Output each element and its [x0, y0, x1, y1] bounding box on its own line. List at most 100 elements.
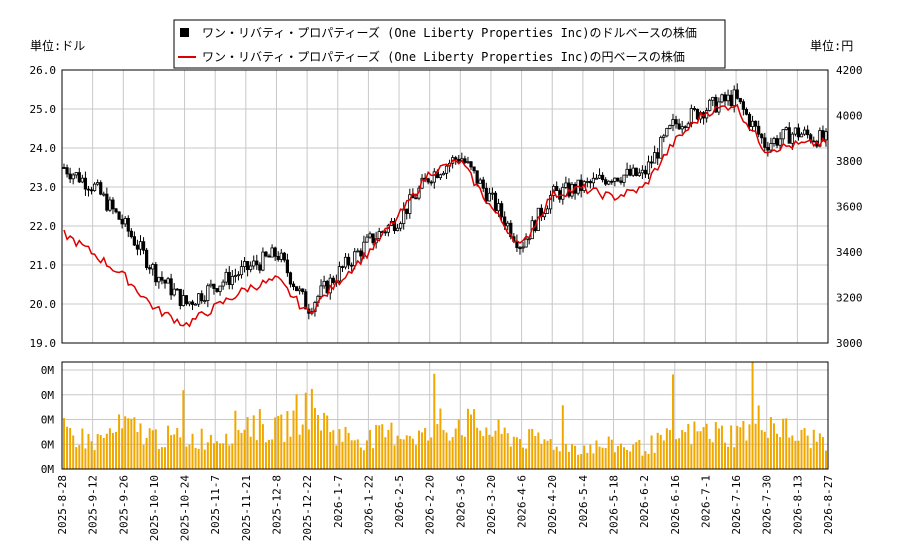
legend-label-yen: ワン・リバティ・プロパティーズ (One Liberty Properties …	[202, 49, 685, 64]
candle-body	[172, 288, 176, 296]
candle-body	[93, 183, 97, 191]
candle-body	[362, 241, 366, 257]
volume-bar	[243, 429, 246, 469]
candle-body	[62, 167, 66, 169]
candle-body	[472, 166, 476, 172]
candle-body	[729, 94, 733, 107]
candle-body	[616, 177, 620, 182]
candle-body	[493, 192, 498, 212]
candle-body	[80, 177, 84, 183]
candle-body	[622, 174, 626, 183]
candle-body	[111, 199, 115, 210]
candle-body	[738, 97, 742, 103]
volume-bars	[63, 362, 827, 469]
candle-body	[649, 161, 654, 164]
candle-body	[270, 247, 274, 258]
candle-body	[744, 109, 749, 115]
x-tick-label: 2026-4-6	[516, 475, 529, 528]
volume-bar	[209, 434, 212, 469]
x-tick-label: 2026-5-18	[608, 475, 621, 535]
volume-bar	[782, 418, 785, 469]
volume-bar	[448, 440, 451, 469]
volume-bar	[690, 444, 693, 469]
volume-bar	[800, 429, 803, 469]
volume-bar	[350, 440, 353, 469]
candle-body	[426, 178, 430, 183]
candle-body	[613, 177, 617, 182]
candle-body	[242, 261, 247, 268]
volume-bar	[626, 449, 629, 469]
candle-body	[175, 288, 179, 291]
volume-bar	[555, 446, 558, 469]
candle-body	[695, 108, 700, 120]
volume-bar	[344, 426, 347, 469]
volume-bar	[167, 425, 170, 469]
candle-body	[279, 252, 283, 260]
volume-bar	[163, 447, 166, 469]
volume-bar	[457, 419, 460, 469]
candle-body	[659, 137, 663, 159]
candle-body	[120, 218, 124, 225]
volume-bar	[301, 424, 304, 469]
x-tick-label: 2026-3-6	[454, 475, 467, 528]
right-tick-label: 4000	[836, 110, 863, 123]
left-tick-label: 23.0	[30, 181, 57, 194]
candle-body	[585, 181, 589, 183]
candle-body	[151, 264, 155, 270]
candle-body	[190, 301, 195, 305]
candlestick-series	[62, 83, 828, 320]
candle-body	[490, 192, 495, 195]
candle-body	[741, 101, 745, 110]
x-tick-label: 2026-7-30	[761, 475, 774, 535]
x-tick-label: 2026-1-7	[332, 475, 345, 528]
yen-line-path	[63, 103, 827, 328]
volume-bar	[623, 447, 626, 469]
volume-bar	[170, 435, 173, 469]
candle-body	[747, 113, 752, 127]
candle-body	[802, 129, 807, 135]
volume-bar	[191, 433, 194, 469]
volume-bar	[411, 438, 414, 469]
candle-body	[343, 256, 348, 268]
candle-body	[653, 152, 657, 164]
x-tick-label: 2026-7-16	[730, 475, 743, 535]
candle-body	[408, 194, 412, 214]
candle-body	[325, 280, 329, 294]
volume-bar	[641, 455, 644, 469]
volume-bar	[491, 436, 494, 469]
volume-bar	[127, 418, 130, 469]
left-tick-label: 21.0	[30, 259, 57, 272]
volume-bar	[188, 444, 191, 469]
candle-body	[812, 140, 816, 143]
candle-body	[148, 267, 152, 270]
volume-bar	[111, 432, 114, 469]
candle-body	[769, 143, 773, 151]
volume-bar	[794, 440, 797, 469]
candle-body	[763, 137, 767, 148]
candle-body	[83, 177, 88, 190]
candle-body	[157, 276, 161, 283]
candle-body	[264, 251, 268, 257]
volume-bar	[286, 411, 289, 469]
candle-body	[555, 186, 559, 192]
volume-bar	[748, 424, 751, 469]
volume-bar	[549, 439, 552, 469]
volume-bar	[231, 443, 234, 469]
volume-bar	[84, 448, 87, 469]
left-tick-label: 19.0	[30, 337, 57, 350]
candle-body	[276, 255, 280, 260]
x-tick-label: 2026-5-4	[577, 475, 590, 528]
candle-body	[781, 129, 785, 140]
volume-bar	[476, 427, 479, 469]
candle-body	[71, 174, 75, 180]
left-tick-label: 20.0	[30, 298, 57, 311]
volume-bar	[173, 434, 176, 469]
candle-body	[193, 303, 198, 306]
right-unit-label: 単位:円	[810, 38, 853, 53]
volume-bar	[424, 428, 427, 469]
volume-bar	[650, 435, 653, 469]
candle-body	[154, 264, 158, 283]
grid	[61, 69, 829, 470]
volume-bar	[708, 438, 711, 469]
candle-body	[273, 247, 277, 257]
